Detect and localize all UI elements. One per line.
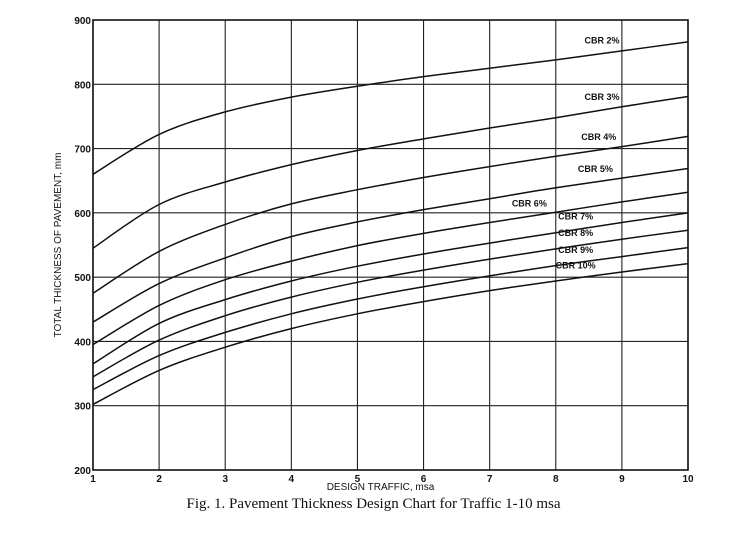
series-label-1: CBR 2%	[585, 36, 620, 46]
series-labels: CBR 2% CBR 3% CBR 4% CBR 5% CBR 6% CBR 7% CBR …	[512, 36, 620, 271]
y-tick-label: 400	[74, 337, 91, 348]
series-label-4: CBR 5%	[578, 164, 613, 174]
series-label-9: CBR 10%	[556, 260, 596, 270]
y-tick-label: 500	[74, 273, 91, 284]
series-label-5: CBR 6%	[512, 198, 547, 208]
series-line-4	[92, 167, 689, 323]
x-tick-label: 7	[487, 474, 493, 485]
series-label-2: CBR 3%	[585, 92, 620, 102]
series-line-8	[92, 246, 689, 391]
y-tick-label: 900	[74, 16, 91, 27]
x-tick-label: 10	[682, 474, 694, 485]
y-tick-label: 800	[74, 80, 91, 91]
gridlines	[92, 19, 689, 471]
x-tick-labels: 1 2 3 4 5 6 7 8 9 10	[90, 474, 694, 485]
x-tick-label: 8	[553, 474, 559, 485]
y-tick-label: 600	[74, 209, 91, 220]
x-tick-label: 3	[222, 474, 228, 485]
y-tick-label: 700	[74, 145, 91, 156]
series-line-9	[92, 262, 689, 406]
x-tick-label: 1	[90, 474, 96, 485]
series-line-1	[92, 41, 689, 175]
series-line-2	[92, 95, 689, 249]
series-line-7	[92, 229, 689, 378]
series-lines	[92, 41, 689, 406]
x-tick-label: 2	[156, 474, 162, 485]
y-tick-label: 300	[74, 402, 91, 413]
series-line-3	[92, 135, 689, 294]
y-tick-label: 200	[74, 466, 91, 477]
y-axis-label: TOTAL THICKNESS OF PAVEMENT, mm	[53, 153, 64, 338]
x-tick-label: 9	[619, 474, 625, 485]
x-tick-label: 4	[289, 474, 295, 485]
series-label-6: CBR 7%	[558, 212, 593, 222]
x-axis-label: DESIGN TRAFFIC, msa	[327, 482, 435, 493]
series-label-3: CBR 4%	[581, 132, 616, 142]
series-line-6	[92, 212, 689, 365]
plot-frame	[92, 19, 689, 471]
pavement-thickness-chart: 1 2 3 4 5 6 7 8 9 10 200 300 400 500 600 700 800 900 CBR…	[53, 16, 694, 493]
series-label-8: CBR 9%	[558, 245, 593, 255]
x-tick-label: 5	[355, 474, 361, 485]
x-tick-label: 6	[421, 474, 427, 485]
figure-caption: Fig. 1. Pavement Thickness Design Chart …	[186, 496, 561, 512]
y-tick-labels: 200 300 400 500 600 700 800 900	[74, 16, 91, 477]
series-line-5	[92, 191, 689, 346]
series-label-7: CBR 8%	[558, 228, 593, 238]
